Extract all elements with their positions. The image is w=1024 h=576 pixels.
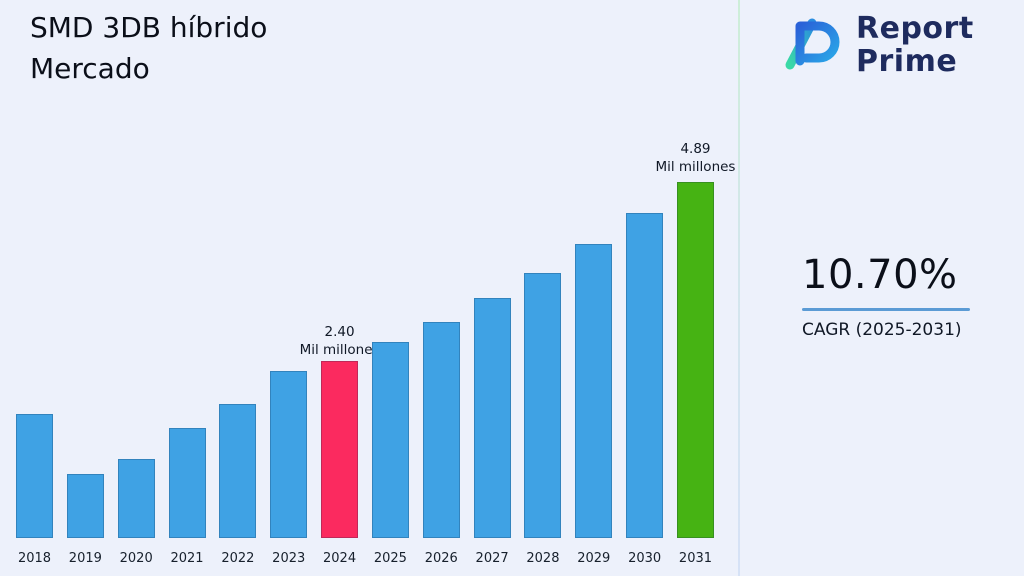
cagr-value: 10.70% bbox=[802, 252, 958, 298]
right-panel: Report Prime 10.70% CAGR (2025-2031) bbox=[740, 0, 1024, 576]
x-tick-label-2021: 2021 bbox=[170, 551, 204, 566]
bar-2019 bbox=[66, 473, 104, 538]
bar-chart-plot-area: 2018 2019 2020 2021 2022 2023 2.40 Mil millones… bbox=[16, 141, 735, 566]
bar-column-2024: 2.40 Mil millones 2024 bbox=[300, 182, 380, 566]
cagr-label: CAGR (2025-2031) bbox=[802, 320, 962, 340]
x-tick-label-2019: 2019 bbox=[68, 551, 102, 566]
bar-2021 bbox=[168, 427, 206, 538]
bar-column-2026: 2026 bbox=[422, 182, 460, 566]
callout-value: 2.40 bbox=[324, 324, 355, 341]
bar-value-callout-2031: 4.89 Mil millones bbox=[655, 140, 735, 176]
x-tick-label-2029: 2029 bbox=[577, 551, 611, 566]
bar-2020 bbox=[117, 459, 155, 538]
report-prime-logo: Report Prime bbox=[780, 12, 974, 78]
x-tick-label-2022: 2022 bbox=[221, 551, 255, 566]
bar-chart: 2018 2019 2020 2021 2022 2023 2.40 Mil millones… bbox=[16, 141, 735, 566]
x-tick-label-2026: 2026 bbox=[424, 551, 458, 566]
x-tick-label-2023: 2023 bbox=[272, 551, 306, 566]
cagr-underline bbox=[802, 308, 970, 311]
bar-column-2027: 2027 bbox=[473, 182, 511, 566]
x-tick-label-2025: 2025 bbox=[373, 551, 407, 566]
bar-column-2030: 2030 bbox=[626, 182, 664, 566]
x-tick-label-2028: 2028 bbox=[526, 551, 560, 566]
bar-column-2028: 2028 bbox=[524, 182, 562, 566]
x-tick-label-2027: 2027 bbox=[475, 551, 509, 566]
bar-column-2020: 2020 bbox=[117, 182, 155, 566]
callout-unit: Mil millones bbox=[655, 159, 736, 175]
page-title: SMD 3DB híbrido Mercado bbox=[30, 11, 268, 85]
bar-2018 bbox=[16, 414, 53, 538]
cagr-block: 10.70% CAGR (2025-2031) bbox=[802, 252, 974, 340]
bar-2025 bbox=[371, 342, 409, 538]
bar-column-2018: 2018 bbox=[16, 182, 53, 566]
bar-value-callout-2024: 2.40 Mil millones bbox=[300, 323, 380, 359]
bar-2022 bbox=[219, 404, 257, 538]
bar-2026 bbox=[422, 321, 460, 538]
bar-column-2021: 2021 bbox=[168, 182, 206, 566]
bar-2027 bbox=[473, 298, 511, 538]
x-tick-label-2018: 2018 bbox=[17, 551, 52, 566]
logo-text-line2: Prime bbox=[856, 44, 958, 79]
x-tick-label-2030: 2030 bbox=[628, 551, 662, 566]
report-prime-logo-icon bbox=[780, 13, 844, 77]
bar-2028 bbox=[524, 272, 562, 538]
callout-value: 4.89 bbox=[680, 141, 711, 157]
bar-column-2023: 2023 bbox=[270, 182, 308, 566]
bar-column-2025: 2025 bbox=[371, 182, 409, 566]
logo-text: Report Prime bbox=[856, 12, 974, 78]
callout-unit: Mil millones bbox=[299, 342, 380, 359]
x-tick-label-2024: 2024 bbox=[323, 551, 357, 566]
bar-column-2031: 4.89 Mil millones 2031 bbox=[655, 141, 735, 566]
vertical-divider bbox=[738, 0, 740, 576]
bar-column-2022: 2022 bbox=[219, 182, 257, 566]
x-tick-label-2020: 2020 bbox=[119, 551, 153, 566]
logo-text-line1: Report bbox=[856, 11, 974, 46]
bar-2031 bbox=[676, 182, 714, 539]
bar-2029 bbox=[575, 244, 613, 538]
bar-column-2019: 2019 bbox=[66, 182, 104, 566]
bar-2030 bbox=[626, 212, 664, 538]
x-tick-label-2031: 2031 bbox=[678, 551, 713, 566]
bar-2023 bbox=[270, 370, 308, 538]
bar-column-2029: 2029 bbox=[575, 182, 613, 566]
bar-2024 bbox=[321, 361, 359, 538]
